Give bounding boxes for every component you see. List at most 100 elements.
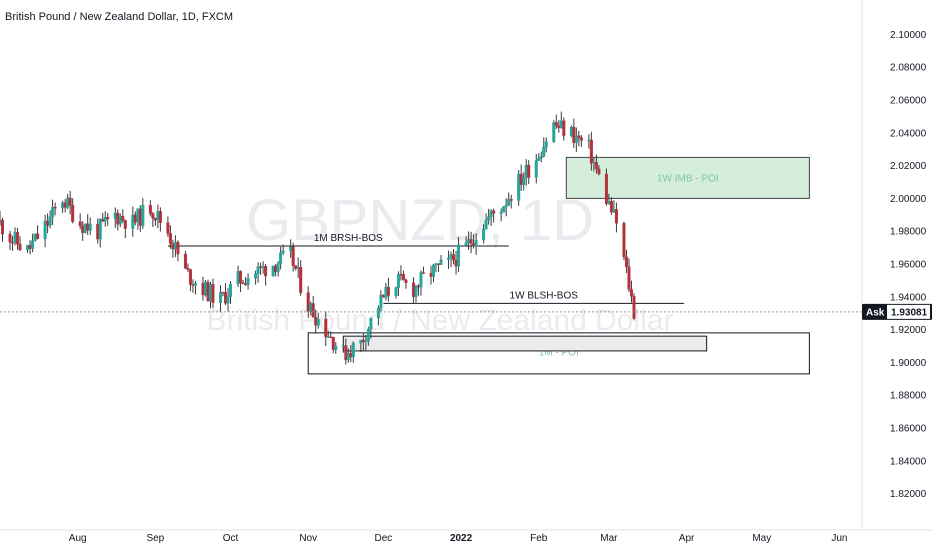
candle-body — [271, 265, 275, 277]
candle-body — [171, 243, 175, 250]
candle-body — [133, 214, 137, 223]
candle-body — [527, 164, 531, 178]
y-tick-label: 2.10000 — [890, 30, 927, 41]
candle-body — [88, 223, 92, 231]
candle-body — [369, 317, 373, 330]
candle-body — [429, 273, 433, 277]
candle-body — [103, 217, 107, 222]
candle-body — [597, 168, 601, 175]
candle-body — [101, 218, 105, 222]
candle-body — [141, 204, 145, 226]
candle-body — [464, 242, 468, 246]
y-tick-label: 1.92000 — [890, 325, 927, 336]
candle-body — [437, 263, 441, 265]
candle-body — [454, 259, 458, 267]
candle-body — [1, 219, 5, 235]
y-tick-label: 2.08000 — [890, 63, 927, 74]
candle-body — [579, 137, 583, 141]
candle-body — [386, 286, 390, 296]
candle-body — [219, 291, 223, 303]
candle-body — [557, 125, 561, 129]
candle-body — [544, 141, 548, 148]
candle-body — [156, 211, 160, 221]
ask-value: 1.93081 — [891, 307, 928, 318]
candle-body — [346, 352, 350, 361]
candle-body — [46, 220, 50, 226]
candle-body — [201, 283, 205, 296]
price-axis[interactable]: 2.10000 2.08000 2.06000 2.04000 2.02000 2.000… — [890, 30, 927, 500]
candle-body — [349, 352, 353, 358]
candle-body — [537, 157, 541, 161]
annotation-label: 1M BRSH-BOS — [314, 233, 383, 244]
x-tick-label: Mar — [600, 533, 618, 544]
candle-body — [432, 264, 436, 277]
candle-body — [414, 285, 418, 298]
x-tick-label: Apr — [679, 533, 695, 544]
candle-body — [522, 177, 526, 185]
candle-body — [13, 232, 17, 243]
candle-body — [264, 266, 268, 277]
candle-body — [241, 282, 245, 285]
candle-body — [281, 250, 285, 253]
candle-body — [206, 281, 210, 302]
candle-body — [487, 216, 491, 221]
candle-body — [294, 265, 298, 269]
candle-body — [173, 242, 177, 250]
candle-body — [299, 267, 303, 293]
candle-body — [474, 239, 478, 247]
candle-body — [624, 256, 628, 267]
candle-body — [632, 296, 636, 319]
candle-body — [33, 233, 37, 242]
candle-body — [191, 284, 195, 286]
candle-body — [168, 233, 172, 244]
candle-body — [504, 204, 508, 207]
candle-body — [572, 126, 576, 143]
candle-body — [121, 216, 125, 221]
candle-body — [211, 284, 215, 303]
candle-body — [434, 263, 438, 266]
candle-body — [524, 164, 528, 179]
ask-label: Ask — [866, 307, 885, 318]
candle-body — [401, 274, 405, 281]
candle-body — [83, 223, 87, 233]
candle-body — [554, 122, 558, 126]
candle-body — [26, 245, 30, 251]
candle-body — [61, 202, 65, 209]
zone-label: 1M - POI — [539, 347, 579, 358]
candle-body — [236, 271, 240, 285]
ask-badge: Ask 1.93081 — [862, 303, 932, 320]
candle-body — [316, 318, 320, 326]
candle-body — [309, 303, 313, 312]
candle-body — [447, 257, 451, 260]
candle-body — [559, 120, 563, 129]
candle-body — [399, 273, 403, 276]
candle-body — [324, 318, 328, 338]
x-tick-label: Aug — [69, 533, 87, 544]
candle-body — [627, 266, 631, 290]
candle-body — [457, 244, 461, 267]
x-tick-label: Sep — [146, 533, 164, 544]
candle-body — [421, 272, 425, 274]
candle-body — [51, 206, 55, 218]
candle-body — [8, 233, 12, 243]
zone-label: 1W IMB - POI — [657, 173, 719, 184]
candle-body — [609, 200, 613, 213]
candle-body — [239, 271, 243, 284]
y-tick-label: 2.04000 — [890, 128, 927, 139]
candle-body — [592, 162, 596, 164]
candle-body — [484, 219, 488, 230]
candle-body — [499, 211, 503, 214]
candle-body — [489, 210, 493, 217]
candle-body — [118, 216, 122, 225]
candle-body — [166, 222, 170, 234]
candle-body — [519, 173, 523, 185]
candle-body — [507, 199, 511, 206]
x-tick-label: Jun — [831, 533, 847, 544]
time-axis[interactable]: Aug Sep Oct Nov Dec 2022 Feb Mar Apr May Jun — [69, 533, 848, 544]
candle-body — [43, 220, 47, 239]
candle-body — [306, 292, 310, 312]
candle-body — [279, 252, 283, 264]
candle-body — [296, 267, 300, 269]
